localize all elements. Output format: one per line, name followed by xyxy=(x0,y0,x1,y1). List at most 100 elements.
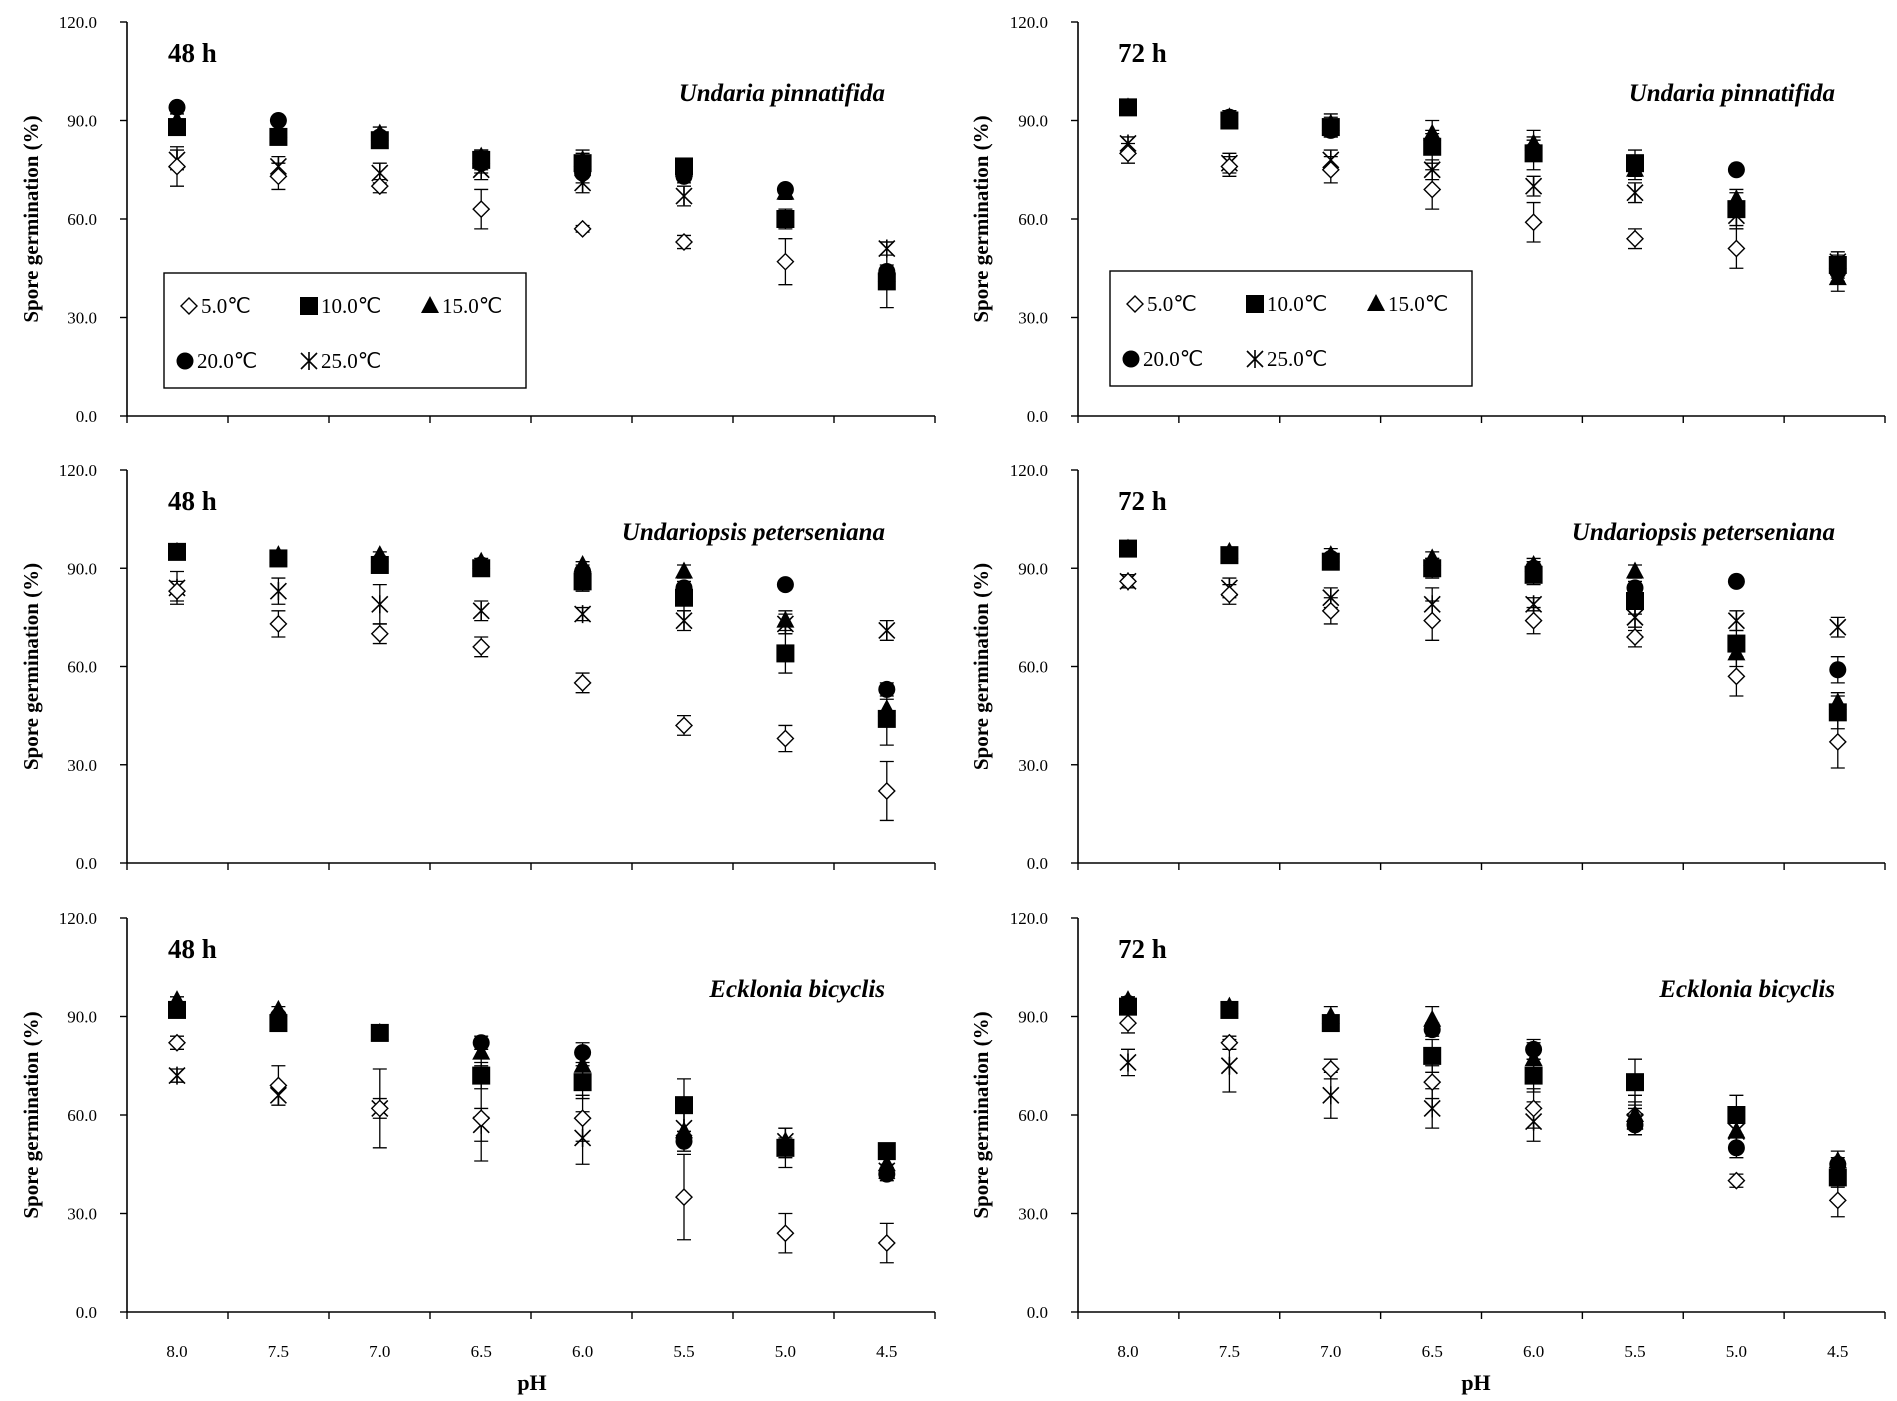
y-tick-label: 0.0 xyxy=(76,407,97,426)
panel-time-label: 72 h xyxy=(1118,486,1167,516)
x-tick-label: 7.5 xyxy=(268,1342,289,1361)
y-tick-label: 90.0 xyxy=(1018,1008,1048,1027)
y-tick-label: 0.0 xyxy=(1027,1303,1048,1322)
legend-marker-filled-circle xyxy=(176,352,194,370)
legend-label: 5.0℃ xyxy=(201,294,251,318)
data-point-open-diamond xyxy=(370,1099,389,1118)
data-point-filled-square xyxy=(472,150,491,169)
data-point-filled-circle xyxy=(269,112,287,129)
data-point-open-diamond xyxy=(1321,160,1340,179)
panel-species-label: Undariopsis peterseniana xyxy=(622,519,885,546)
series-open-diamond xyxy=(168,580,896,822)
data-point-asterisk xyxy=(472,601,490,620)
legend-marker-filled-circle xyxy=(1122,350,1140,368)
data-point-filled-square xyxy=(1524,144,1543,163)
panel-time-label: 48 h xyxy=(168,934,217,964)
data-point-filled-square xyxy=(877,709,896,728)
panel-species-label: Undaria pinnatifida xyxy=(1629,80,1835,107)
panel-time-label: 48 h xyxy=(168,486,217,516)
legend-box xyxy=(163,272,527,389)
data-point-filled-square xyxy=(573,154,592,173)
data-point-open-diamond xyxy=(1524,1099,1543,1118)
data-point-filled-triangle xyxy=(776,610,795,628)
y-tick-label: 60.0 xyxy=(67,1106,97,1125)
data-point-open-diamond xyxy=(1423,1073,1442,1092)
data-point-filled-square xyxy=(1828,1168,1847,1187)
panel-species-label: Undariopsis peterseniana xyxy=(1572,519,1835,546)
panel-4: 0.0 30.0 60.0 90.0 120.0 Spore germination (%… xyxy=(969,461,1886,873)
y-tick-label: 60.0 xyxy=(1018,1106,1048,1125)
data-point-asterisk xyxy=(675,611,693,630)
legend-box xyxy=(1109,270,1473,387)
x-tick-label: 6.0 xyxy=(572,1342,593,1361)
series-open-diamond xyxy=(1119,572,1847,769)
y-tick-label: 90.0 xyxy=(67,112,97,131)
legend-label: 5.0℃ xyxy=(1147,292,1197,316)
panel-time-label: 48 h xyxy=(168,38,217,68)
legend: 5.0℃ 10.0℃ 15.0℃ 20.0℃ 25.0℃ xyxy=(163,272,527,389)
data-point-open-diamond xyxy=(472,200,491,219)
data-point-filled-square xyxy=(1727,1106,1746,1124)
data-point-open-diamond xyxy=(472,637,491,656)
legend: 5.0℃ 10.0℃ 15.0℃ 20.0℃ 25.0℃ xyxy=(1109,270,1473,387)
data-point-filled-square xyxy=(1423,137,1442,156)
data-point-asterisk xyxy=(1727,611,1745,630)
legend-label: 20.0℃ xyxy=(197,349,257,373)
y-axis-label: Spore germination (%) xyxy=(969,115,993,322)
y-axis-label: Spore germination (%) xyxy=(19,115,43,322)
data-point-open-diamond xyxy=(877,1234,896,1253)
data-point-asterisk xyxy=(1829,618,1847,637)
x-tick-label: 6.0 xyxy=(1523,1342,1544,1361)
y-tick-label: 0.0 xyxy=(1027,407,1048,426)
data-point-filled-square xyxy=(1220,111,1239,130)
data-point-filled-square xyxy=(1626,592,1644,610)
data-point-filled-square xyxy=(1626,154,1644,173)
data-point-asterisk xyxy=(269,582,287,601)
data-point-open-diamond xyxy=(168,1033,186,1052)
data-point-open-diamond xyxy=(1220,1033,1239,1052)
series-filled-triangle xyxy=(1119,538,1847,713)
legend-marker-asterisk xyxy=(1246,350,1264,368)
x-tick-label: 7.5 xyxy=(1219,1342,1240,1361)
data-point-filled-square xyxy=(472,559,491,578)
data-point-asterisk xyxy=(1423,1099,1441,1118)
y-tick-label: 0.0 xyxy=(1027,854,1048,873)
panel-species-label: Ecklonia bicyclis xyxy=(1658,976,1835,1003)
legend-marker-filled-square xyxy=(300,297,318,315)
legend-marker-filled-triangle xyxy=(1367,294,1385,311)
panel-time-label: 72 h xyxy=(1118,934,1167,964)
x-tick-label: 6.5 xyxy=(471,1342,492,1361)
legend-label: 25.0℃ xyxy=(321,349,381,373)
legend-label: 25.0℃ xyxy=(1267,347,1327,371)
data-point-open-diamond xyxy=(675,1188,693,1207)
data-point-filled-circle xyxy=(574,1044,592,1062)
y-tick-label: 30.0 xyxy=(67,309,97,328)
y-axis-label: Spore germination (%) xyxy=(19,563,43,770)
data-point-filled-square xyxy=(1727,200,1746,219)
data-point-filled-square xyxy=(1524,1066,1543,1085)
y-tick-label: 120.0 xyxy=(59,909,97,928)
data-point-filled-square xyxy=(269,549,288,568)
data-point-filled-square xyxy=(776,210,795,228)
data-point-filled-circle xyxy=(878,1165,896,1183)
data-point-open-diamond xyxy=(573,673,592,692)
data-point-filled-square xyxy=(1220,1000,1239,1019)
data-point-asterisk xyxy=(371,595,389,614)
data-point-filled-square xyxy=(1626,1073,1644,1092)
y-tick-label: 90.0 xyxy=(1018,112,1048,131)
data-point-filled-square xyxy=(675,588,693,607)
y-tick-label: 120.0 xyxy=(59,13,97,32)
data-point-filled-circle xyxy=(1626,1116,1644,1134)
legend-label: 15.0℃ xyxy=(1388,292,1448,316)
data-point-open-diamond xyxy=(1524,213,1543,232)
panel-time-label: 72 h xyxy=(1118,38,1167,68)
y-tick-label: 120.0 xyxy=(1010,461,1048,480)
panel-3: 0.0 30.0 60.0 90.0 120.0 Spore germination (%… xyxy=(19,461,936,873)
panel-6: 0.0 30.0 60.0 90.0 120.0 8.0 7.5 7.0 6.5 6.0 5.5 5.… xyxy=(969,909,1886,1395)
data-point-asterisk xyxy=(168,1066,186,1085)
data-point-open-diamond xyxy=(675,716,693,735)
y-tick-label: 60.0 xyxy=(1018,658,1048,677)
y-tick-label: 120.0 xyxy=(1010,909,1048,928)
data-point-asterisk xyxy=(1322,1086,1340,1105)
data-point-asterisk xyxy=(1119,1053,1137,1072)
